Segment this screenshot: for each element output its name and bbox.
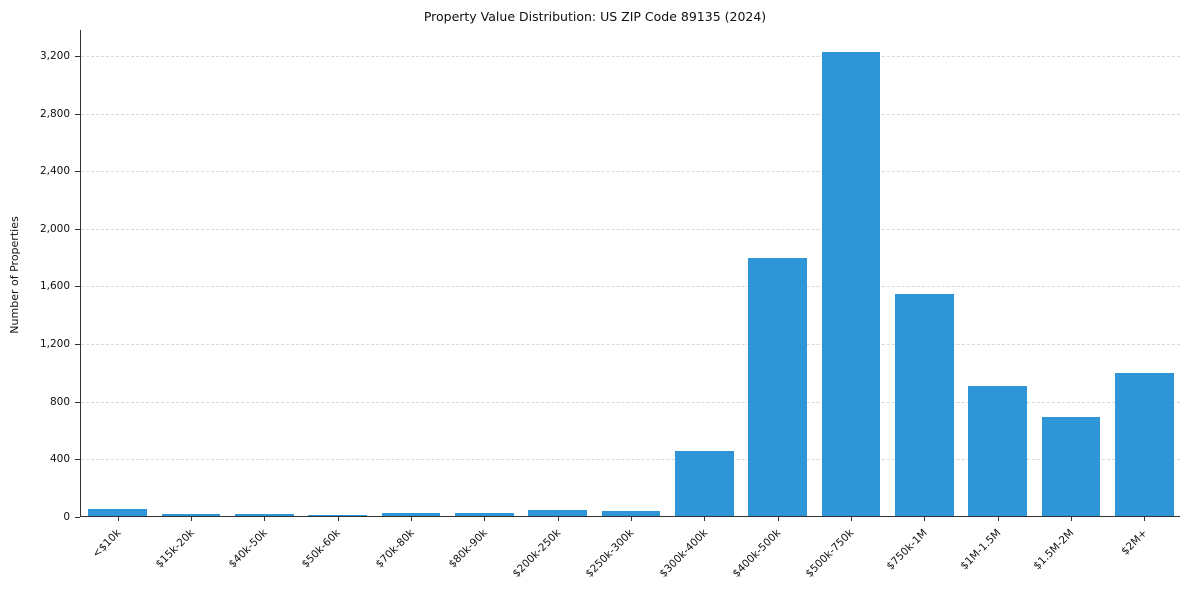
gridline (81, 171, 1180, 173)
x-tick-label: $40k-50k (226, 527, 270, 571)
x-tick-label: $300k-400k (656, 527, 710, 580)
plot-area: 0 400 800 1,200 1,600 2,000 2,400 2,800 3,200 <$1… (40, 30, 1180, 580)
bar--70k-80k (381, 512, 441, 516)
x-tick-mark (411, 516, 412, 521)
x-tick-mark (264, 516, 266, 521)
y-tick-label: 2,800 (39, 107, 70, 120)
y-tick-mark (75, 113, 80, 115)
x-tick-mark (704, 516, 706, 521)
x-tick-mark (1144, 516, 1146, 521)
bar--80k-90k (455, 513, 514, 516)
x-tick-mark (777, 516, 779, 521)
y-tick-label: 800 (49, 395, 70, 408)
gridline (81, 459, 1180, 461)
x-tick-label: $80k-90k (446, 527, 490, 571)
chart-title: Property Value Distribution: US ZIP Code… (423, 9, 767, 24)
x-tick-label: $1.5M-2M (1031, 527, 1077, 573)
x-tick-label: $400k-500k (730, 527, 784, 580)
y-tick-label: 1,600 (39, 280, 70, 293)
y-tick-label: 400 (49, 453, 70, 466)
bar--250k-300k (601, 510, 661, 516)
x-tick-mark (924, 516, 926, 521)
y-tick-mark (75, 459, 80, 461)
y-tick-mark (75, 286, 80, 288)
gridline (81, 401, 1180, 403)
bar--200k-250k (528, 509, 587, 516)
x-tick-mark (997, 516, 999, 521)
x-tick-label: $750k-1M (884, 527, 930, 573)
bar--500k-750k (821, 52, 881, 516)
bar--2m- (1115, 373, 1174, 516)
bar--750k-1m (895, 294, 954, 516)
bar--1-5m-2m (1041, 416, 1101, 516)
x-tick-label: <$10k (89, 527, 124, 561)
bar--50k-60k (308, 514, 367, 516)
x-tick-mark (631, 516, 632, 521)
x-tick-mark (557, 516, 559, 521)
y-tick-label: 0 (63, 511, 70, 523)
y-tick-mark (75, 344, 80, 346)
gridline (81, 113, 1180, 115)
x-tick-mark (191, 516, 192, 521)
y-tick-label: 2,400 (39, 165, 70, 178)
y-tick-label: 2,000 (39, 222, 70, 235)
gridline (81, 55, 1180, 57)
x-tick-label: $1M-1.5M (957, 527, 1004, 573)
x-tick-label: $15k-20k (153, 527, 197, 571)
x-tick-label: $200k-250k (510, 527, 564, 580)
bar--10k (88, 508, 147, 516)
y-tick-label: 3,200 (39, 49, 70, 62)
x-tick-mark (337, 516, 339, 521)
bar--40k-50k (235, 513, 294, 516)
x-tick-label: $500k-750k (803, 527, 857, 580)
x-tick-label: $2M+ (1119, 527, 1150, 558)
y-tick-mark (75, 228, 80, 230)
x-tick-mark (484, 516, 486, 521)
y-tick-mark (75, 517, 80, 518)
gridline (81, 344, 1180, 346)
gridline (81, 286, 1180, 288)
x-tick-mark (1071, 516, 1072, 521)
bar--1m-1-5m (968, 386, 1027, 516)
x-tick-mark (851, 516, 852, 521)
gridline (81, 228, 1180, 230)
x-tick-label: $250k-300k (583, 527, 637, 580)
bar--15k-20k (161, 513, 221, 516)
x-tick-label: $50k-60k (299, 527, 344, 571)
bar--300k-400k (675, 451, 734, 516)
x-tick-mark (117, 516, 119, 521)
bar--400k-500k (748, 258, 807, 516)
x-tick-label: $70k-80k (373, 527, 417, 571)
y-tick-label: 1,200 (39, 338, 70, 351)
y-tick-mark (75, 55, 80, 57)
y-tick-mark (75, 171, 80, 173)
y-tick-mark (75, 401, 80, 403)
